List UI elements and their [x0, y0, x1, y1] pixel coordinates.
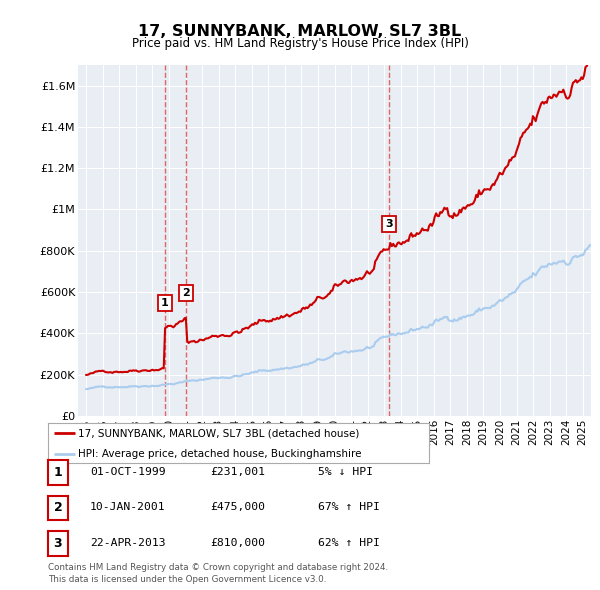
- Text: 5% ↓ HPI: 5% ↓ HPI: [318, 467, 373, 477]
- Text: Contains HM Land Registry data © Crown copyright and database right 2024.
This d: Contains HM Land Registry data © Crown c…: [48, 563, 388, 584]
- Text: 67% ↑ HPI: 67% ↑ HPI: [318, 503, 380, 512]
- Text: 22-APR-2013: 22-APR-2013: [90, 538, 166, 548]
- Text: 3: 3: [53, 537, 62, 550]
- Text: 10-JAN-2001: 10-JAN-2001: [90, 503, 166, 512]
- Text: £810,000: £810,000: [210, 538, 265, 548]
- Text: 1: 1: [53, 466, 62, 479]
- Text: Price paid vs. HM Land Registry's House Price Index (HPI): Price paid vs. HM Land Registry's House …: [131, 37, 469, 50]
- Text: 2: 2: [182, 288, 190, 298]
- Text: 01-OCT-1999: 01-OCT-1999: [90, 467, 166, 477]
- Text: HPI: Average price, detached house, Buckinghamshire: HPI: Average price, detached house, Buck…: [79, 450, 362, 460]
- Text: 2: 2: [53, 502, 62, 514]
- Text: 1: 1: [161, 299, 169, 309]
- Text: 3: 3: [385, 219, 393, 229]
- Text: 62% ↑ HPI: 62% ↑ HPI: [318, 538, 380, 548]
- Text: £231,001: £231,001: [210, 467, 265, 477]
- Text: 17, SUNNYBANK, MARLOW, SL7 3BL (detached house): 17, SUNNYBANK, MARLOW, SL7 3BL (detached…: [79, 428, 360, 438]
- Text: 17, SUNNYBANK, MARLOW, SL7 3BL: 17, SUNNYBANK, MARLOW, SL7 3BL: [139, 24, 461, 38]
- Text: £475,000: £475,000: [210, 503, 265, 512]
